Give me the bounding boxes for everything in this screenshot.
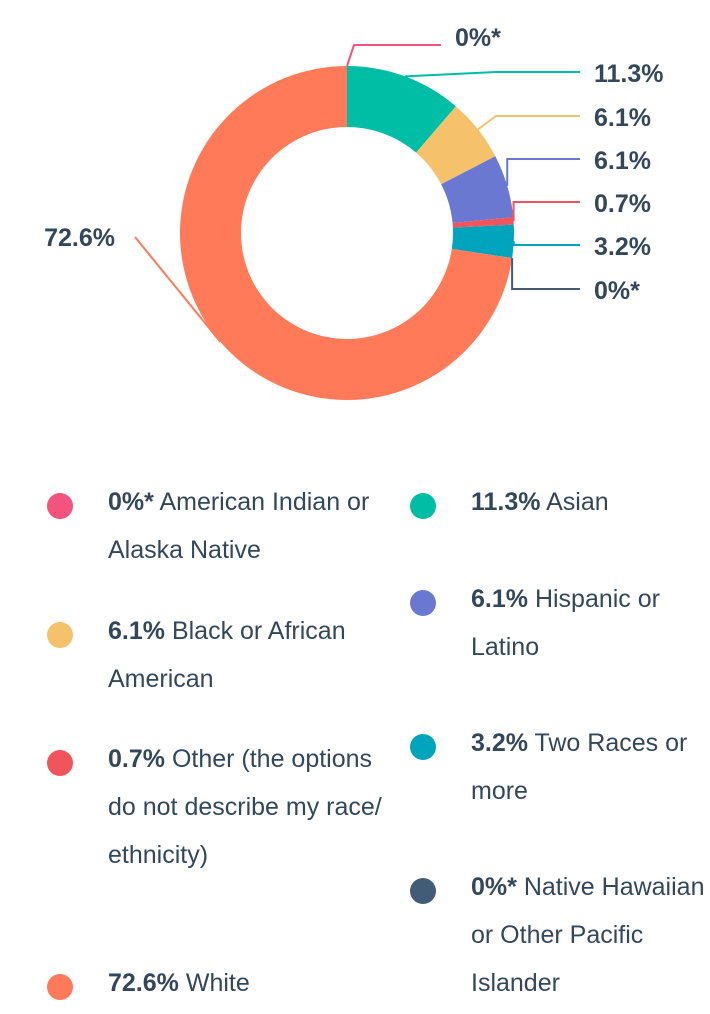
legend-text: 3.2% Two Races or more [471,719,710,815]
callout-leader-4 [512,201,580,221]
callout-label-2: 6.1% [594,104,651,132]
callout-leaders [134,44,580,343]
callout-leader-5 [512,241,580,246]
legend-dot [410,734,436,760]
legend-value: 6.1% [471,585,528,613]
callout-label-1: 11.3% [594,60,664,88]
legend-dot [410,878,436,904]
legend-label: Other (the options do not describe my ra… [108,745,382,869]
legend-dot [47,750,73,776]
legend-label: White [185,969,250,997]
donut-slice-6 [180,66,513,400]
callout-label-6: 0%* [594,277,640,305]
legend-value: 6.1% [108,617,165,645]
callout-labels: 0%* 11.3% 6.1% 6.1% 0.7% 3.2% 0%* 72.6% [44,24,663,305]
legend-dot [47,622,73,648]
legend-value: 72.6% [108,969,179,997]
legend-label: American Indian or Alaska Native [108,488,370,564]
legend-value: 0%* [471,873,517,901]
donut-slices [180,66,514,400]
legend-text: 6.1% Hispanic or Latino [471,575,710,671]
legend-dot [410,493,436,519]
donut-chart: 0%* 11.3% 6.1% 6.1% 0.7% 3.2% 0%* 72.6% [44,24,664,400]
legend-text: 72.6% White [108,959,398,1007]
callout-leader-1 [404,71,580,78]
callout-leader-3 [506,158,580,186]
callout-label-4: 0.7% [594,190,651,218]
callout-label-7: 72.6% [44,224,115,252]
legend-label: Asian [546,488,609,516]
callout-leader-0 [346,44,441,67]
legend-dot [47,493,73,519]
legend-text: 11.3% Asian [471,478,710,526]
legend-value: 0%* [108,488,154,516]
donut-slice-0 [347,66,456,153]
legend-label: Two Races or more [471,729,688,805]
legend-dot [47,974,73,1000]
legend-text: 6.1% Black or African American [108,607,398,703]
donut-slice-1 [416,106,496,185]
legend-text: 0.7% Other (the options do not describe … [108,735,398,879]
donut-slice-4 [451,224,514,259]
callout-leader-7 [134,236,222,343]
legend-label: Hispanic or Latino [471,585,660,661]
legend-dot [410,590,436,616]
donut-slice-3 [452,217,514,228]
callout-label-3: 6.1% [594,147,651,175]
legend-value: 3.2% [471,729,528,757]
legend-label: Black or African American [108,617,346,693]
callout-label-5: 3.2% [594,233,651,261]
legend-text: 0%* American Indian or Alaska Native [108,478,398,574]
legend-text: 0%* Native Hawaiian or Other Pacific Isl… [471,863,710,1007]
callout-leader-2 [477,115,580,131]
callout-label-0: 0%* [455,24,501,52]
donut-slice-2 [441,156,514,224]
legend-value: 0.7% [108,745,165,773]
legend-value: 11.3% [471,488,541,516]
callout-leader-6 [511,258,580,290]
legend-label: Native Hawaiian or Other Pacific Islande… [471,873,705,997]
